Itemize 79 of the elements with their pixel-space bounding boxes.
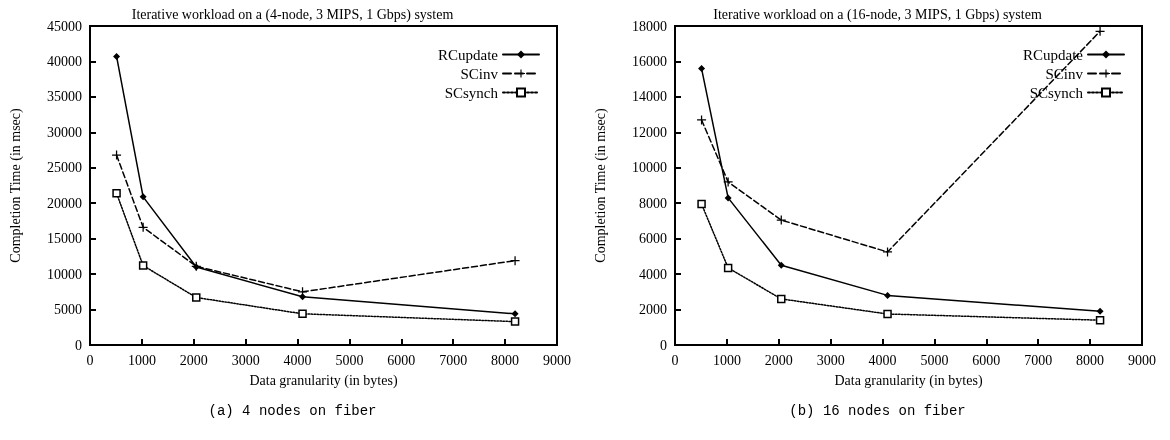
point bbox=[112, 150, 122, 160]
point bbox=[698, 65, 706, 73]
chart-title: Iterative workload on a (16-node, 3 MIPS, 1 Gbps) system bbox=[713, 6, 1042, 23]
y-tick-label: 35000 bbox=[47, 89, 82, 105]
x-tick-label: 3000 bbox=[231, 352, 260, 368]
y-tick-label: 6000 bbox=[639, 231, 667, 247]
y-tick-label: 16000 bbox=[632, 53, 667, 69]
point bbox=[776, 215, 786, 225]
legend-label: RCupdate bbox=[1023, 46, 1084, 63]
point bbox=[1095, 315, 1105, 325]
point bbox=[777, 261, 785, 269]
chart-title: Iterative workload on a (4-node, 3 MIPS, 1 Gbps) system bbox=[131, 6, 454, 23]
legend-label: SCsynch bbox=[1029, 84, 1084, 101]
y-tick-label: 40000 bbox=[47, 53, 82, 69]
point bbox=[138, 261, 148, 270]
x-tick-label: 5000 bbox=[920, 352, 949, 368]
x-tick-label: 0 bbox=[86, 352, 94, 368]
point bbox=[1096, 307, 1104, 315]
x-tick-label: 3000 bbox=[816, 352, 845, 368]
point bbox=[884, 291, 892, 299]
legend-label: SCinv bbox=[460, 65, 499, 82]
y-tick-label: 4000 bbox=[639, 266, 667, 282]
x-tick-label: 6000 bbox=[972, 352, 1001, 368]
x-axis-title: Data granularity (in bytes) bbox=[834, 372, 983, 389]
point bbox=[511, 310, 519, 318]
point bbox=[723, 177, 733, 187]
legend-label: SCinv bbox=[1045, 65, 1084, 82]
x-axis-title: Data granularity (in bytes) bbox=[249, 372, 398, 389]
x-tick-label: 9000 bbox=[543, 352, 571, 368]
x-tick-label: 7000 bbox=[439, 352, 468, 368]
point bbox=[139, 193, 147, 201]
point bbox=[697, 115, 707, 125]
legend-label: RCupdate bbox=[438, 46, 499, 63]
y-tick-label: 15000 bbox=[47, 231, 82, 247]
y-axis-title: Completion Time (in msec) bbox=[592, 107, 609, 263]
y-tick-label: 12000 bbox=[632, 124, 667, 140]
x-tick-label: 7000 bbox=[1024, 352, 1053, 368]
y-tick-label: 0 bbox=[75, 337, 82, 353]
point bbox=[298, 309, 307, 319]
x-tick-label: 8000 bbox=[491, 352, 520, 368]
point bbox=[112, 189, 121, 198]
point bbox=[113, 52, 121, 60]
point bbox=[192, 293, 201, 302]
x-tick-label: 2000 bbox=[764, 352, 793, 368]
y-tick-label: 10000 bbox=[632, 160, 667, 176]
point bbox=[723, 263, 733, 273]
x-tick-label: 1000 bbox=[127, 352, 156, 368]
point bbox=[777, 294, 786, 304]
x-tick-label: 2000 bbox=[179, 352, 208, 368]
point bbox=[510, 256, 520, 266]
text: (a) 4 nodes on fiber bbox=[207, 403, 378, 419]
y-tick-label: 25000 bbox=[47, 160, 82, 176]
x-tick-label: 5000 bbox=[335, 352, 364, 368]
point bbox=[510, 317, 520, 326]
y-tick-label: 45000 bbox=[47, 18, 82, 34]
y-tick-label: 5000 bbox=[54, 302, 82, 318]
y-tick-label: 18000 bbox=[632, 18, 667, 34]
x-tick-label: 1000 bbox=[712, 352, 741, 368]
y-tick-label: 30000 bbox=[47, 124, 82, 140]
y-tick-label: 2000 bbox=[639, 302, 667, 318]
y-tick-label: 8000 bbox=[639, 195, 667, 211]
point bbox=[883, 247, 893, 257]
x-tick-label: 6000 bbox=[387, 352, 416, 368]
y-tick-label: 10000 bbox=[47, 266, 82, 282]
text: (b) 16 nodes on fiber bbox=[788, 403, 967, 419]
y-tick-label: 0 bbox=[660, 337, 667, 353]
point bbox=[697, 199, 706, 209]
point bbox=[1095, 26, 1105, 36]
x-tick-label: 0 bbox=[671, 352, 679, 368]
x-tick-label: 9000 bbox=[1128, 352, 1156, 368]
legend-label: SCsynch bbox=[444, 84, 499, 101]
y-tick-label: 20000 bbox=[47, 195, 82, 211]
x-tick-label: 4000 bbox=[283, 352, 312, 368]
x-tick-label: 8000 bbox=[1076, 352, 1105, 368]
x-tick-label: 4000 bbox=[868, 352, 897, 368]
point bbox=[724, 194, 732, 202]
point bbox=[883, 309, 892, 319]
y-tick-label: 14000 bbox=[632, 89, 667, 105]
y-axis-title: Completion Time (in msec) bbox=[7, 107, 24, 263]
